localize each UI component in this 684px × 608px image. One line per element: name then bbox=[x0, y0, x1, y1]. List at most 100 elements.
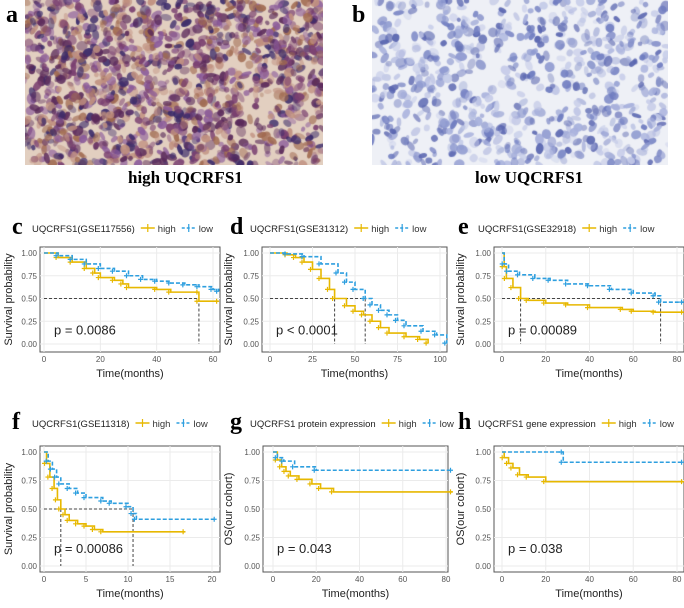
x-tick-label: 40 bbox=[585, 355, 594, 364]
censor-mark-high bbox=[650, 309, 656, 315]
y-axis-label: OS(our cohort) bbox=[223, 473, 235, 546]
panel-c: c UQCRFS1(GSE117556) high low 0.00 0.25 0.50 0.… bbox=[3, 214, 221, 380]
censor-mark-high bbox=[194, 289, 200, 295]
x-axis-label: Time(months) bbox=[96, 588, 163, 600]
censor-mark-high bbox=[291, 255, 296, 261]
x-tick-label: 0 bbox=[500, 355, 505, 364]
censor-mark-low bbox=[499, 261, 505, 267]
censor-mark-low bbox=[333, 270, 339, 276]
censor-mark-low bbox=[106, 500, 112, 506]
censor-mark-high bbox=[541, 479, 547, 485]
censor-mark-low bbox=[272, 455, 278, 461]
x-tick-label: 60 bbox=[398, 575, 407, 584]
x-tick-label: 20 bbox=[208, 575, 217, 584]
censor-mark-low bbox=[442, 340, 448, 346]
censor-mark-high bbox=[49, 485, 55, 491]
panel-letter: g bbox=[230, 409, 242, 435]
ihc-image-high bbox=[25, 0, 323, 165]
censor-mark-low bbox=[299, 254, 305, 260]
censor-mark-low bbox=[628, 290, 634, 296]
p-value: p = 0.00089 bbox=[508, 322, 577, 337]
censor-mark-low bbox=[393, 317, 398, 323]
x-tick-label: 5 bbox=[84, 575, 89, 584]
survival-curve-high bbox=[502, 451, 684, 483]
y-tick-label: 0.75 bbox=[21, 477, 37, 486]
censor-mark-low bbox=[545, 277, 551, 283]
x-tick-label: 20 bbox=[312, 575, 321, 584]
censor-mark-high bbox=[376, 325, 381, 331]
x-tick-label: 50 bbox=[351, 355, 360, 364]
panel-g: g UQCRFS1 protein expression high low 0.00 0.… bbox=[223, 409, 454, 600]
x-tick-label: 75 bbox=[393, 355, 402, 364]
censor-mark-low bbox=[360, 296, 366, 301]
x-tick-label: 25 bbox=[308, 355, 317, 364]
censor-mark-low bbox=[208, 286, 214, 292]
legend-label-low: low bbox=[660, 419, 674, 430]
censor-mark-low bbox=[515, 272, 520, 278]
panel-f: f UQCRFS1(GSE11318) high low 0.00 0.25 0.50 0.7… bbox=[3, 409, 221, 600]
censor-mark-high bbox=[166, 289, 172, 295]
x-axis-label: Time(months) bbox=[322, 588, 389, 600]
x-axis-label: Time(months) bbox=[555, 368, 622, 380]
censor-mark-low bbox=[67, 256, 73, 262]
censor-mark-low bbox=[563, 281, 569, 287]
censor-mark-high bbox=[89, 527, 95, 533]
survival-curve-high bbox=[273, 451, 453, 493]
censor-mark-high bbox=[504, 460, 510, 466]
y-tick-label: 0.00 bbox=[21, 340, 37, 349]
censor-mark-high bbox=[401, 334, 407, 340]
censor-mark-low bbox=[138, 276, 144, 282]
censor-mark-low bbox=[530, 275, 536, 281]
censor-mark-high bbox=[109, 277, 115, 283]
survival-curve-low bbox=[502, 451, 684, 464]
censor-mark-low bbox=[447, 467, 453, 473]
censor-mark-high bbox=[81, 265, 87, 271]
legend-label-low: low bbox=[640, 224, 654, 235]
y-tick-label: 1.00 bbox=[243, 249, 259, 258]
panel-h: h UQCRFS1 gene expression high low 0.00 0.25 0… bbox=[455, 409, 684, 600]
y-tick-label: 1.00 bbox=[21, 249, 37, 258]
x-tick-label: 15 bbox=[166, 575, 175, 584]
censor-mark-low bbox=[95, 265, 101, 271]
survival-curve-low bbox=[273, 451, 453, 472]
panel-letter-a: a bbox=[6, 2, 18, 28]
legend-label-low: low bbox=[199, 224, 213, 235]
censor-mark-high bbox=[81, 523, 87, 529]
p-value: p < 0.0001 bbox=[276, 322, 338, 337]
survival-curve-high bbox=[44, 252, 219, 303]
censor-mark-low bbox=[679, 459, 684, 465]
y-tick-label: 1.00 bbox=[244, 448, 260, 457]
censor-mark-low bbox=[558, 449, 564, 455]
x-axis-label: Time(months) bbox=[321, 368, 388, 380]
x-axis-label: Time(months) bbox=[96, 368, 163, 380]
y-tick-label: 0.75 bbox=[475, 272, 491, 281]
censor-mark-high bbox=[277, 464, 283, 470]
censor-mark-high bbox=[447, 489, 453, 495]
censor-mark-high bbox=[628, 308, 634, 314]
censor-mark-high bbox=[384, 330, 390, 336]
censor-mark-high bbox=[516, 296, 522, 301]
censor-mark-low bbox=[376, 307, 381, 313]
x-tick-label: 40 bbox=[152, 355, 161, 364]
censor-mark-high bbox=[45, 474, 51, 480]
y-tick-label: 0.75 bbox=[243, 272, 259, 281]
censor-mark-low bbox=[367, 302, 373, 308]
censor-mark-high bbox=[585, 305, 590, 311]
censor-mark-high bbox=[95, 275, 101, 281]
censor-mark-high bbox=[180, 529, 186, 535]
censor-mark-high bbox=[308, 266, 313, 272]
censor-mark-low bbox=[81, 495, 87, 501]
censor-mark-high bbox=[508, 285, 514, 291]
legend-label-low: low bbox=[412, 224, 426, 235]
censor-mark-high bbox=[415, 336, 421, 342]
censor-mark-low bbox=[279, 458, 285, 464]
censor-mark-high bbox=[523, 297, 529, 303]
censor-mark-high bbox=[152, 286, 158, 292]
censor-mark-high bbox=[118, 281, 124, 287]
x-tick-label: 60 bbox=[629, 575, 638, 584]
y-tick-label: 0.00 bbox=[475, 562, 491, 571]
x-tick-label: 0 bbox=[42, 575, 47, 584]
censor-mark-high bbox=[501, 275, 507, 281]
